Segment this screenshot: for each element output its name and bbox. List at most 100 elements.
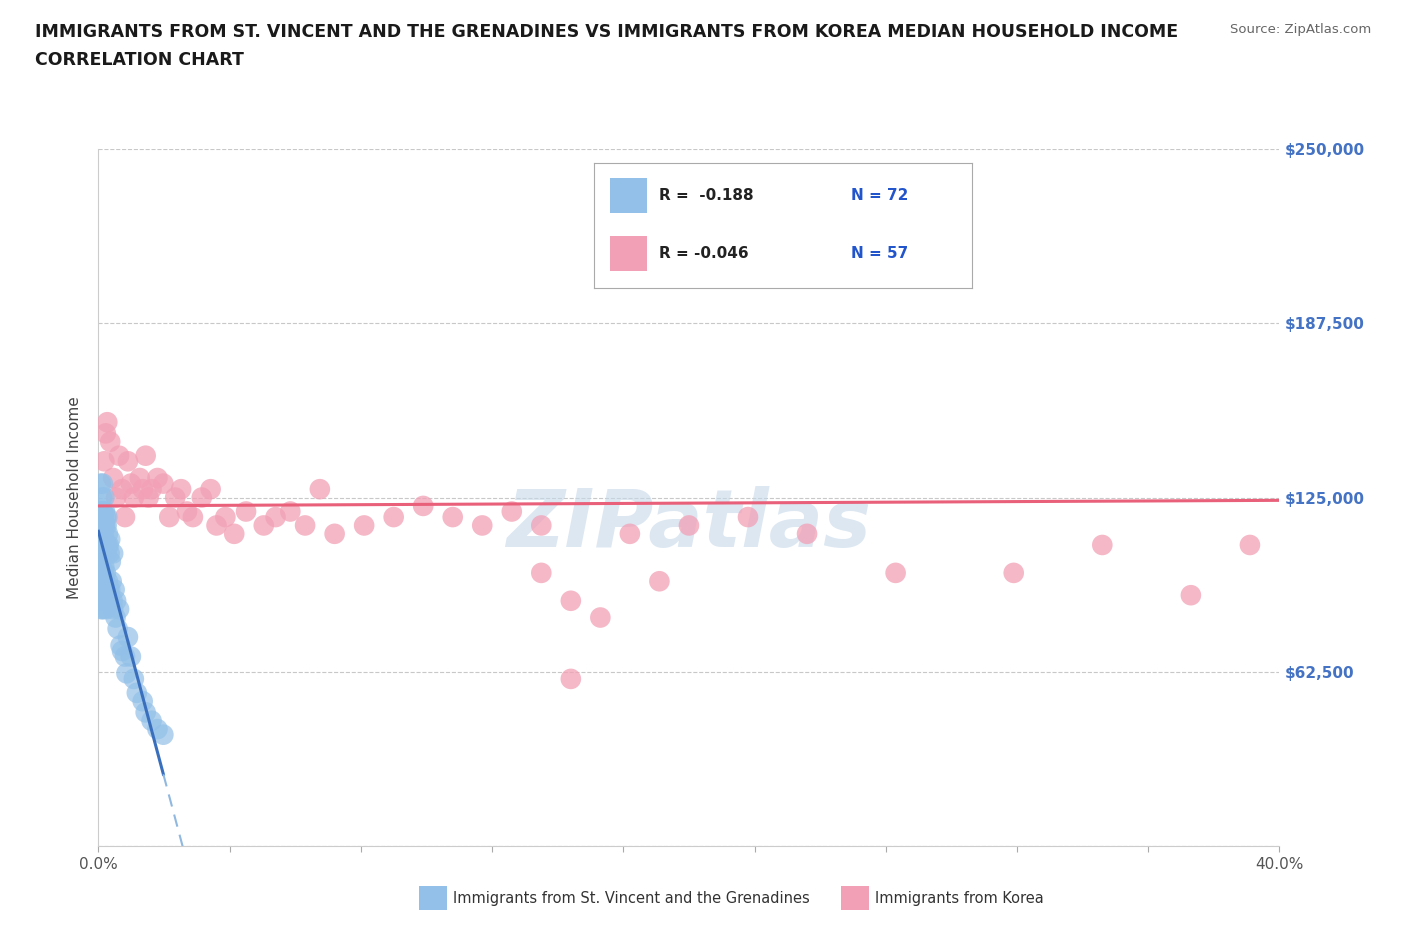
Point bbox=[1239, 538, 1261, 552]
Y-axis label: Median Household Income: Median Household Income bbox=[67, 396, 83, 599]
Point bbox=[98, 434, 121, 449]
Point bbox=[93, 490, 115, 505]
Point bbox=[90, 546, 112, 561]
Point bbox=[94, 602, 117, 617]
Point bbox=[253, 518, 276, 533]
Point bbox=[93, 454, 115, 469]
Point bbox=[181, 510, 204, 525]
Point bbox=[93, 593, 115, 608]
Point bbox=[98, 593, 121, 608]
Text: CORRELATION CHART: CORRELATION CHART bbox=[35, 51, 245, 69]
Point bbox=[560, 671, 582, 686]
Point bbox=[97, 582, 120, 597]
Point bbox=[96, 518, 118, 533]
Point bbox=[94, 504, 117, 519]
Point bbox=[214, 510, 236, 525]
Point bbox=[110, 638, 132, 653]
Point bbox=[94, 518, 117, 533]
Point bbox=[90, 582, 112, 597]
Point bbox=[353, 518, 375, 533]
Point bbox=[89, 538, 111, 552]
Point bbox=[146, 722, 169, 737]
Point bbox=[96, 546, 118, 561]
Point bbox=[93, 565, 115, 580]
Point bbox=[278, 504, 302, 519]
Point bbox=[200, 482, 222, 497]
Point bbox=[135, 448, 157, 463]
Point bbox=[135, 705, 157, 720]
Point bbox=[97, 538, 120, 552]
Point bbox=[114, 510, 136, 525]
Point bbox=[120, 649, 142, 664]
Point bbox=[103, 546, 125, 561]
Point bbox=[560, 593, 582, 608]
Point bbox=[97, 526, 120, 541]
Point bbox=[132, 482, 155, 497]
Point bbox=[1091, 538, 1114, 552]
Point bbox=[1180, 588, 1202, 603]
Point bbox=[103, 471, 125, 485]
Point bbox=[141, 482, 163, 497]
Point bbox=[93, 546, 115, 561]
Point bbox=[141, 713, 163, 728]
Point bbox=[412, 498, 434, 513]
Point bbox=[382, 510, 405, 525]
Point bbox=[93, 593, 115, 608]
Point bbox=[93, 518, 115, 533]
Point bbox=[146, 471, 169, 485]
Point bbox=[98, 546, 121, 561]
Point bbox=[165, 490, 187, 505]
Point bbox=[152, 727, 174, 742]
Point bbox=[104, 582, 127, 597]
Point bbox=[107, 621, 129, 636]
Text: IMMIGRANTS FROM ST. VINCENT AND THE GRENADINES VS IMMIGRANTS FROM KOREA MEDIAN H: IMMIGRANTS FROM ST. VINCENT AND THE GREN… bbox=[35, 23, 1178, 41]
Point bbox=[117, 630, 139, 644]
Point bbox=[678, 518, 700, 533]
Point bbox=[105, 593, 128, 608]
Point bbox=[96, 538, 118, 552]
Point bbox=[89, 510, 111, 525]
Point bbox=[91, 538, 114, 552]
Point bbox=[114, 649, 136, 664]
Point bbox=[94, 510, 117, 525]
Point bbox=[128, 471, 150, 485]
Point bbox=[100, 554, 122, 569]
Point bbox=[530, 565, 553, 580]
Point bbox=[737, 510, 759, 525]
Point bbox=[101, 593, 124, 608]
Point bbox=[152, 476, 174, 491]
Point bbox=[104, 610, 127, 625]
Point bbox=[94, 574, 117, 589]
Point bbox=[91, 532, 114, 547]
Text: ZIPatlas: ZIPatlas bbox=[506, 486, 872, 565]
Point bbox=[91, 504, 114, 519]
Point bbox=[264, 510, 287, 525]
Point bbox=[117, 454, 139, 469]
Point bbox=[648, 574, 671, 589]
Point bbox=[91, 574, 114, 589]
Point bbox=[108, 448, 131, 463]
Point bbox=[94, 565, 117, 580]
Point bbox=[105, 490, 128, 505]
Point bbox=[111, 644, 134, 658]
Point bbox=[108, 602, 131, 617]
Point bbox=[93, 560, 115, 575]
Point bbox=[471, 518, 494, 533]
Point bbox=[120, 476, 142, 491]
Point bbox=[132, 694, 155, 709]
Point bbox=[96, 415, 118, 430]
Point bbox=[176, 504, 198, 519]
Point bbox=[884, 565, 907, 580]
Point bbox=[96, 510, 118, 525]
Point bbox=[205, 518, 228, 533]
Point bbox=[98, 582, 121, 597]
Point bbox=[309, 482, 332, 497]
Point bbox=[93, 526, 115, 541]
Point bbox=[97, 574, 120, 589]
Point bbox=[122, 490, 145, 505]
Point bbox=[94, 426, 117, 441]
Point bbox=[224, 526, 246, 541]
Point bbox=[530, 518, 553, 533]
Point bbox=[91, 476, 114, 491]
Point bbox=[94, 538, 117, 552]
